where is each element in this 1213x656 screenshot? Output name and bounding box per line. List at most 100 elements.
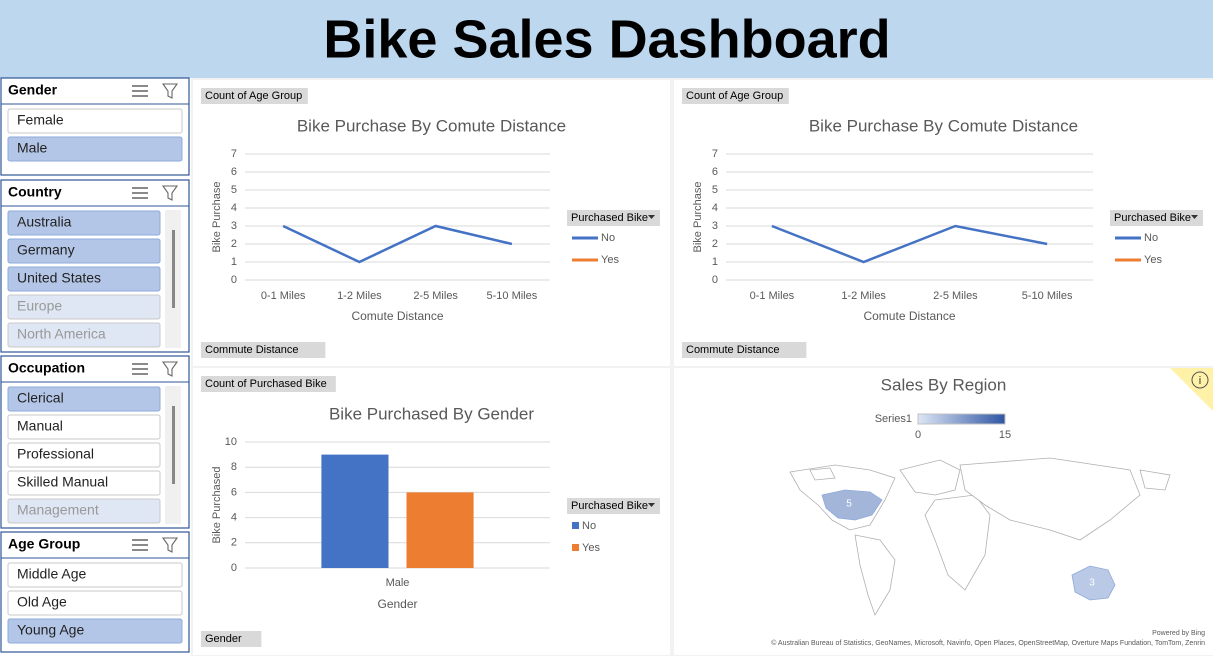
slicer-item[interactable]: [7, 470, 161, 496]
legend-title[interactable]: [1110, 210, 1203, 226]
multi-select-icon[interactable]: [132, 187, 148, 199]
legend-label: Yes: [601, 254, 619, 266]
slicer-item[interactable]: [7, 210, 161, 236]
chart-title: Bike Purchased By Gender: [329, 404, 534, 423]
clear-filter-icon[interactable]: [161, 361, 179, 377]
legend-title[interactable]: [567, 498, 660, 514]
slicer-item[interactable]: [7, 238, 161, 264]
info-icon[interactable]: [1191, 371, 1209, 389]
field-button[interactable]: [201, 631, 262, 647]
slicer-item[interactable]: [7, 136, 183, 162]
y-axis-label: Bike Purchased: [211, 466, 223, 543]
clear-filter-icon[interactable]: [161, 185, 179, 201]
slicer-item[interactable]: [7, 618, 183, 644]
asia: [959, 457, 1141, 541]
scrollbar-thumb[interactable]: [172, 406, 175, 484]
y-tick-label: 4: [231, 202, 237, 214]
legend-label: No: [582, 520, 596, 532]
multi-select-icon[interactable]: [132, 85, 148, 97]
slicer-item-label[interactable]: Old Age: [17, 594, 67, 610]
y-tick-label: 10: [225, 436, 237, 448]
slicer-item-label[interactable]: Female: [17, 112, 64, 128]
slicer-item-label[interactable]: Skilled Manual: [17, 474, 108, 490]
series-line: [282, 224, 513, 264]
scrollbar-thumb[interactable]: [172, 230, 175, 308]
slicer-item-label[interactable]: Manual: [17, 418, 63, 434]
slicer-item[interactable]: [7, 322, 161, 348]
legend-dropdown[interactable]: [648, 503, 655, 507]
y-tick-label: 7: [712, 148, 718, 160]
clear-filter-icon[interactable]: [161, 83, 179, 99]
slicer-item[interactable]: [7, 562, 183, 588]
alaska: [809, 467, 836, 481]
field-button-label[interactable]: Commute Distance: [686, 344, 780, 356]
legend-label: No: [601, 232, 615, 244]
slicer-item-label[interactable]: Clerical: [17, 390, 64, 406]
slicer-item[interactable]: [7, 442, 161, 468]
legend-title-label: Purchased Bike: [1114, 212, 1191, 224]
slicer-item[interactable]: [7, 108, 183, 134]
x-axis-label: Comute Distance: [351, 309, 443, 323]
clear-filter-icon[interactable]: [161, 537, 179, 553]
multi-select-icon[interactable]: [132, 539, 148, 551]
slicer-item-label[interactable]: Middle Age: [17, 566, 86, 582]
scale-tick-label: 0: [915, 429, 921, 441]
y-tick-label: 2: [231, 537, 237, 549]
legend-swatch: [572, 544, 579, 551]
slicer-item[interactable]: [7, 498, 161, 524]
legend-title[interactable]: [567, 210, 660, 226]
slicer-title: Occupation: [8, 360, 85, 376]
y-tick-label: 3: [231, 220, 237, 232]
slicer-item-label[interactable]: Young Age: [17, 622, 84, 638]
region: [821, 489, 883, 521]
legend-dropdown[interactable]: [648, 215, 655, 219]
legend-title-label: Purchased Bike: [571, 500, 648, 512]
field-button[interactable]: [201, 342, 326, 358]
y-tick-label: 0: [712, 274, 718, 286]
y-tick-label: 2: [712, 238, 718, 250]
x-axis-label: Comute Distance: [863, 309, 955, 323]
slicer-item-label[interactable]: United States: [17, 270, 101, 286]
field-button[interactable]: [682, 342, 807, 358]
field-button-label[interactable]: Commute Distance: [205, 344, 299, 356]
x-tick-label: Male: [386, 577, 410, 589]
region-label: 3: [1089, 578, 1095, 589]
x-tick-label: 5-10 Miles: [487, 290, 538, 302]
legend-title-label: Purchased Bike: [571, 212, 648, 224]
y-tick-label: 2: [231, 238, 237, 250]
legend-dropdown[interactable]: [1191, 215, 1198, 219]
y-tick-label: 1: [231, 256, 237, 268]
x-axis-label: Gender: [377, 597, 417, 611]
slicer-item-label[interactable]: Europe: [17, 298, 62, 314]
slicer-item-label[interactable]: Male: [17, 140, 48, 156]
field-button-label[interactable]: Gender: [205, 633, 242, 645]
slicer-item[interactable]: [7, 414, 161, 440]
x-tick-label: 2-5 Miles: [933, 290, 978, 302]
x-tick-label: 0-1 Miles: [261, 290, 306, 302]
value-tag[interactable]: [201, 88, 308, 104]
value-tag-label[interactable]: Count of Age Group: [686, 90, 783, 102]
value-tag-label[interactable]: Count of Purchased Bike: [205, 378, 327, 390]
multi-select-icon[interactable]: [132, 363, 148, 375]
legend-swatch: [572, 522, 579, 529]
slicer-item[interactable]: [7, 294, 161, 320]
header-bar: [0, 0, 1213, 78]
world-map: [789, 457, 1171, 616]
slicer-item-label[interactable]: Professional: [17, 446, 94, 462]
slicer-item-label[interactable]: North America: [17, 326, 106, 342]
slicer-item-label[interactable]: Australia: [17, 214, 72, 230]
value-tag-label[interactable]: Count of Age Group: [205, 90, 302, 102]
y-tick-label: 5: [231, 184, 237, 196]
x-tick-label: 0-1 Miles: [750, 290, 795, 302]
slicer-item[interactable]: [7, 590, 183, 616]
y-tick-label: 0: [231, 562, 237, 574]
chart-title: Bike Purchase By Comute Distance: [297, 116, 566, 135]
y-tick-label: 6: [231, 166, 237, 178]
value-tag[interactable]: [201, 376, 336, 392]
value-tag[interactable]: [682, 88, 789, 104]
slicer-item-label[interactable]: Germany: [17, 242, 75, 258]
slicer-item[interactable]: [7, 266, 161, 292]
slicer-item[interactable]: [7, 386, 161, 412]
slicer-item-label[interactable]: Management: [17, 502, 99, 518]
